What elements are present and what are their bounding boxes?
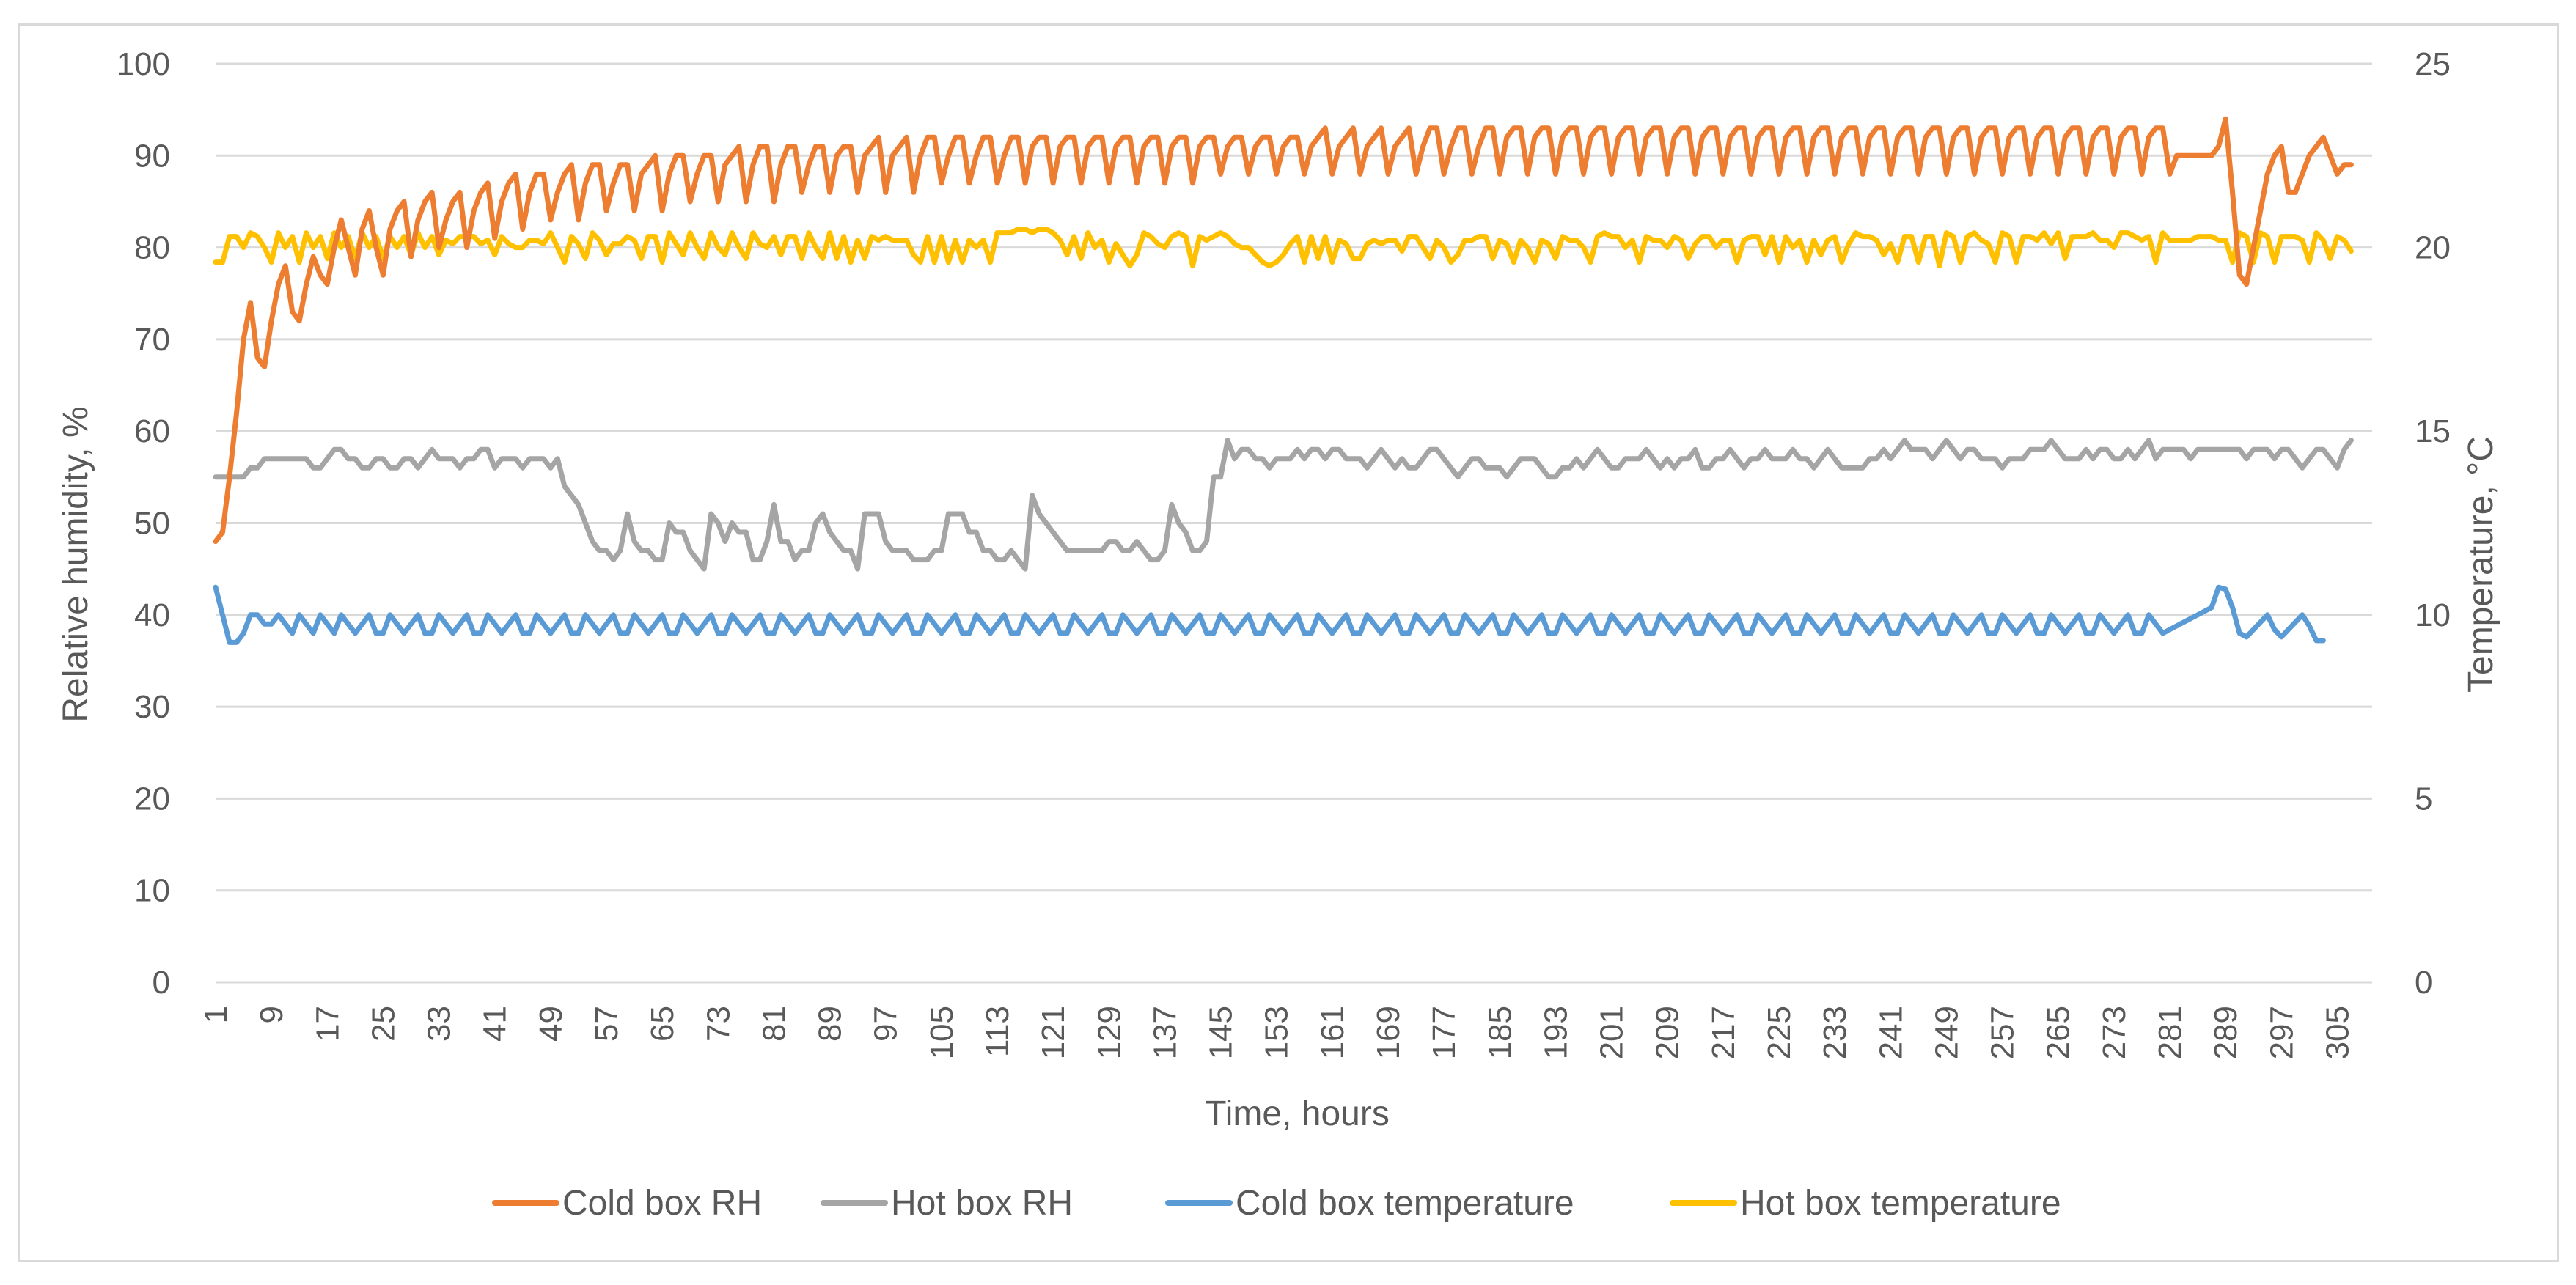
chart-frame: 0 10 20 30 40 50 60 70 80 90 100 0 5 10 15 20 25 1 9 17 25… — [18, 23, 2559, 1262]
x-tick-label: 41 — [477, 1006, 513, 1042]
y2-tick-label: 0 — [2415, 965, 2432, 1001]
chart-svg: 0 10 20 30 40 50 60 70 80 90 100 0 5 10 15 20 25 1 9 17 25… — [56, 46, 2500, 1223]
y-tick-label: 90 — [134, 138, 170, 174]
x-tick-label: 153 — [1259, 1006, 1295, 1059]
x-tick-label: 161 — [1315, 1006, 1351, 1059]
y-tick-label: 50 — [134, 506, 170, 542]
y2-tick-label: 5 — [2415, 781, 2432, 817]
x-tick-label: 185 — [1482, 1006, 1518, 1059]
y-tick-label: 100 — [117, 46, 170, 82]
x-tick-label: 113 — [980, 1006, 1016, 1057]
x-tick-label: 241 — [1873, 1006, 1909, 1059]
x-tick-label: 97 — [868, 1006, 904, 1042]
x-tick-label: 105 — [924, 1006, 960, 1059]
series-line-cold-box-rh — [213, 116, 2354, 545]
x-tick-label: 169 — [1370, 1006, 1406, 1059]
x-tick-label: 193 — [1538, 1006, 1574, 1059]
x-tick-label: 137 — [1147, 1006, 1183, 1059]
x-tick-label: 305 — [2319, 1006, 2355, 1059]
x-tick-label: 209 — [1650, 1006, 1686, 1059]
x-tick-label: 201 — [1594, 1006, 1630, 1059]
y-tick-label: 60 — [134, 413, 170, 449]
x-tick-label: 89 — [812, 1006, 848, 1042]
x-tick-label: 289 — [2208, 1006, 2244, 1059]
y-tick-label: 0 — [153, 965, 170, 1001]
y2-tick-label: 20 — [2415, 230, 2451, 266]
x-tick-label: 145 — [1203, 1006, 1239, 1059]
series-line-hot-box-rh — [213, 438, 2354, 572]
x-axis-title: Time, hours — [1205, 1094, 1390, 1133]
legend-label-hot-box-rh: Hot box RH — [891, 1184, 1073, 1223]
series-line-cold-box-temperature — [213, 584, 2326, 645]
x-tick-label: 225 — [1761, 1006, 1797, 1059]
x-tick-label: 73 — [700, 1006, 736, 1042]
x-tick-label: 17 — [309, 1006, 345, 1042]
y2-tick-label: 25 — [2415, 46, 2451, 82]
x-tick-label: 121 — [1035, 1006, 1071, 1059]
legend: Cold box RH Hot box RH Cold box temperatur… — [492, 1184, 2061, 1223]
x-tick-label: 57 — [589, 1006, 625, 1042]
y2-tick-label: 15 — [2415, 413, 2451, 449]
legend-label-cold-box-rh: Cold box RH — [562, 1184, 762, 1223]
y-tick-label: 30 — [134, 689, 170, 725]
series-line-hot-box-temperature — [213, 227, 2354, 269]
x-tick-label: 177 — [1426, 1006, 1462, 1059]
y-tick-label: 80 — [134, 230, 170, 266]
left-axis: 0 10 20 30 40 50 60 70 80 90 100 — [117, 46, 170, 1001]
y-tick-label: 70 — [134, 322, 170, 358]
x-tick-label: 129 — [1091, 1006, 1127, 1059]
x-tick-label: 25 — [365, 1006, 401, 1042]
y-tick-label: 40 — [134, 597, 170, 633]
x-tick-label: 9 — [254, 1006, 290, 1023]
plot-area — [213, 116, 2354, 645]
x-tick-label: 1 — [198, 1006, 234, 1023]
x-tick-label: 49 — [533, 1006, 569, 1042]
y-tick-label: 10 — [134, 873, 170, 909]
x-tick-label: 249 — [1929, 1006, 1964, 1059]
legend-label-hot-box-temperature: Hot box temperature — [1740, 1184, 2061, 1223]
x-tick-label: 273 — [2096, 1006, 2132, 1059]
x-tick-label: 265 — [2041, 1006, 2077, 1059]
right-axis: 0 5 10 15 20 25 — [2415, 46, 2451, 1001]
x-axis: 1 9 17 25 33 41 49 57 65 73 81 89 97 105 113 121 129 137 1… — [198, 1006, 2355, 1059]
x-tick-label: 297 — [2264, 1006, 2300, 1059]
legend-label-cold-box-temperature: Cold box temperature — [1236, 1184, 1574, 1223]
x-tick-label: 81 — [756, 1006, 792, 1042]
y2-tick-label: 10 — [2415, 597, 2451, 633]
x-tick-label: 257 — [1985, 1006, 2021, 1059]
gridlines — [216, 62, 2372, 984]
y-axis-title: Relative humidity, % — [56, 406, 95, 722]
y-tick-label: 20 — [134, 781, 170, 817]
y2-axis-title: Temperature, °C — [2462, 436, 2500, 693]
x-tick-label: 281 — [2152, 1006, 2188, 1059]
x-tick-label: 233 — [1817, 1006, 1853, 1059]
x-tick-label: 65 — [645, 1006, 680, 1042]
x-tick-label: 33 — [422, 1006, 458, 1042]
x-tick-label: 217 — [1706, 1006, 1742, 1059]
